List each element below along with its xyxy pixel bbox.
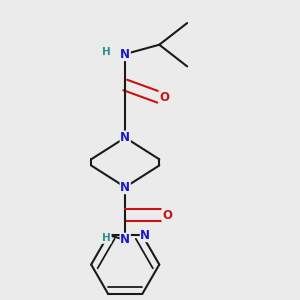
Text: O: O [162,208,172,221]
Text: H: H [102,47,111,58]
Text: H: H [102,233,111,243]
Text: N: N [140,229,150,242]
Text: N: N [120,181,130,194]
Text: O: O [159,91,169,104]
Text: N: N [120,131,130,144]
Text: N: N [120,47,130,61]
Text: N: N [120,233,130,246]
